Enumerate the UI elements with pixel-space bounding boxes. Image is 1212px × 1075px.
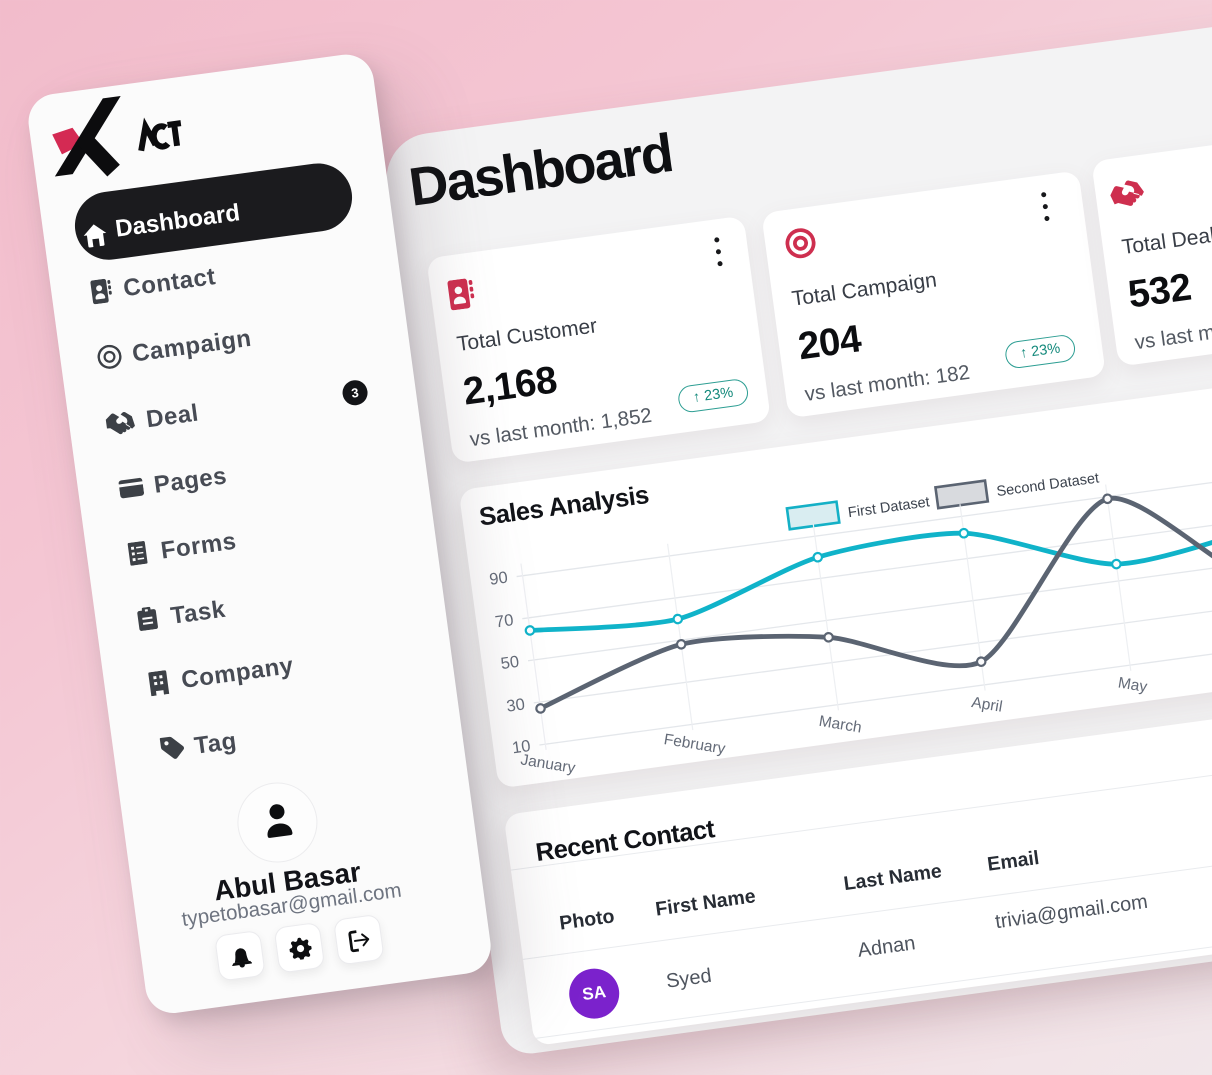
svg-text:90: 90 — [488, 569, 509, 589]
svg-text:May: May — [1117, 674, 1149, 696]
svg-text:March: March — [818, 713, 863, 737]
svg-text:February: February — [663, 731, 727, 758]
svg-text:First Dataset: First Dataset — [847, 494, 931, 521]
svg-text:April: April — [970, 694, 1003, 716]
svg-text:50: 50 — [500, 653, 521, 673]
svg-text:70: 70 — [494, 611, 515, 631]
svg-text:30: 30 — [505, 695, 526, 715]
svg-text:Second Dataset: Second Dataset — [996, 470, 1100, 500]
svg-text:January: January — [519, 751, 576, 777]
svg-text:10: 10 — [511, 737, 532, 757]
